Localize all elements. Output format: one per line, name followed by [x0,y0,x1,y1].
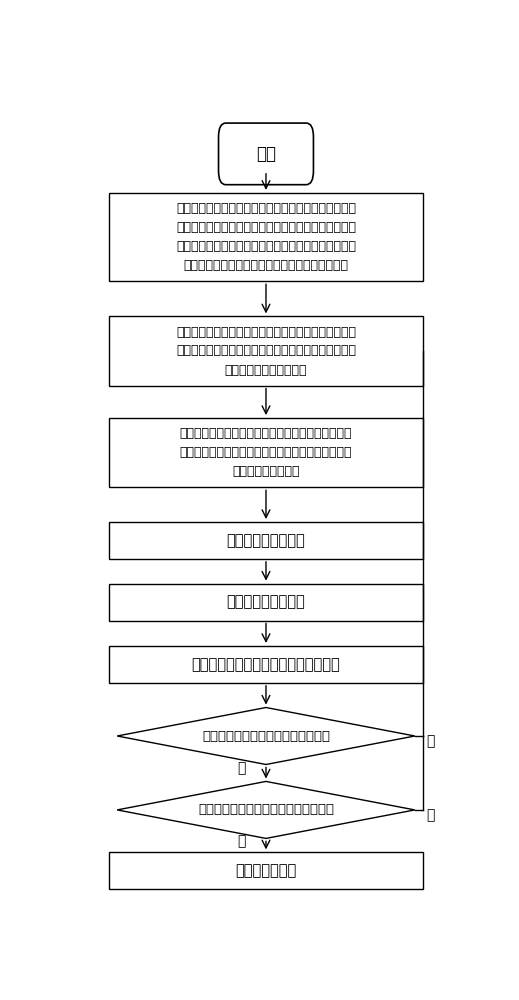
Text: 种群极值比较并更新: 种群极值比较并更新 [227,595,305,610]
Text: 判断迭代次数和误差精度是否满足要求: 判断迭代次数和误差精度是否满足要求 [198,803,334,816]
Text: 否: 否 [427,734,435,748]
Text: 根据单位时间内每个周期的热负荷需求量和电负荷需求
量以及电价和热价来初始化各粒子的位置，设定各粒子
的移动速度和位置的范围: 根据单位时间内每个周期的热负荷需求量和电负荷需求 量以及电价和热价来初始化各粒子… [176,326,356,376]
Text: 通过公式计算并更新粒子的位置和速度: 通过公式计算并更新粒子的位置和速度 [192,657,340,672]
Text: 否: 否 [427,808,435,822]
Bar [109,852,423,889]
Bar [109,584,423,620]
Text: 根据目标函数中的成本，即热电机组在单位时间内的运
行成本、燃气发电机在单位时间内发出电功率的成本、
单位时间内储热装置向热负荷供热的供热成本，来设置
群体中粒子: 根据目标函数中的成本，即热电机组在单位时间内的运 行成本、燃气发电机在单位时间内… [176,202,356,272]
Bar [109,193,423,281]
Text: 开始: 开始 [256,145,276,163]
Text: 是: 是 [238,834,246,848]
Bar [109,522,423,559]
Text: 个体极值比较并更新: 个体极值比较并更新 [227,533,305,548]
FancyBboxPatch shape [218,123,313,185]
Text: 计算所求时间段内热电联产系统运行成本的粒子初始
适应度值，同时记录该时间段内每个周期的各个粒子
个体极值和种群极值: 计算所求时间段内热电联产系统运行成本的粒子初始 适应度值，同时记录该时间段内每个… [180,427,352,478]
Bar [109,418,423,487]
Polygon shape [117,781,415,838]
Bar [109,646,423,683]
Text: 判断粒子位置是否满足系统约束条件: 判断粒子位置是否满足系统约束条件 [202,730,330,742]
Bar [109,316,423,386]
Text: 输出计算最优解: 输出计算最优解 [235,863,297,878]
Text: 是: 是 [238,761,246,775]
Polygon shape [117,708,415,764]
